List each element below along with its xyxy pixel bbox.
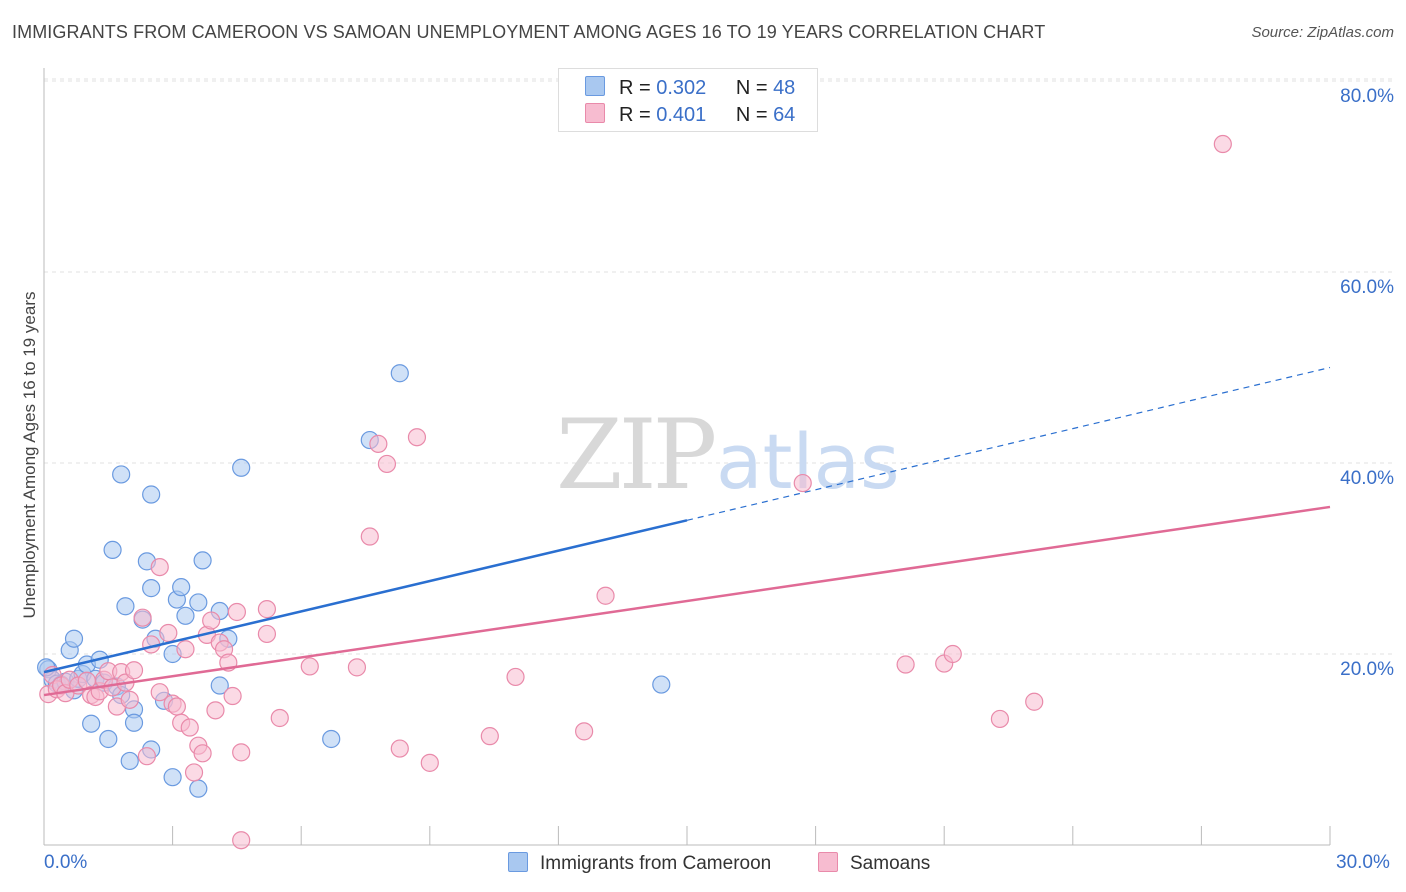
point-samoans <box>159 623 178 643</box>
point-cameroon <box>163 768 182 787</box>
point-cameroon <box>189 779 208 798</box>
point-samoans <box>257 600 277 619</box>
point-samoans <box>150 683 169 702</box>
point-samoans <box>193 744 212 763</box>
point-cameroon <box>652 675 671 694</box>
point-cameroon <box>322 729 341 749</box>
point-cameroon <box>210 676 229 695</box>
legend-n-value: 48 <box>773 77 796 99</box>
point-samoans <box>120 690 139 709</box>
point-samoans <box>227 602 246 622</box>
legend-row-cameroon: R = 0.302 N = 48 <box>585 76 795 100</box>
legend-swatch-cameroon <box>585 76 605 96</box>
point-samoans <box>480 727 499 746</box>
point-cameroon <box>103 540 122 560</box>
y-tick-label: 40.0% <box>1340 468 1394 489</box>
x-tick-label: 0.0% <box>44 852 88 873</box>
point-samoans <box>369 434 388 453</box>
point-cameroon <box>124 713 144 732</box>
bottom-legend-label: Samoans <box>850 853 931 874</box>
point-samoans <box>596 586 615 605</box>
point-samoans <box>896 655 915 674</box>
point-cameroon <box>120 751 139 771</box>
point-samoans <box>133 608 152 627</box>
legend-r-label: R = <box>619 104 651 126</box>
watermark: ZIP atlas <box>556 399 900 511</box>
point-samoans <box>180 718 199 737</box>
watermark-atlas: atlas <box>716 417 900 506</box>
point-cameroon <box>176 606 195 625</box>
legend-row-samoans: R = 0.401 N = 64 <box>585 103 795 127</box>
legend-n-value: 64 <box>773 104 796 126</box>
axes <box>43 68 1331 846</box>
point-samoans <box>1025 692 1044 711</box>
watermark-zip: ZIP <box>556 399 715 511</box>
point-samoans <box>167 697 186 716</box>
trend-line-samoans <box>43 505 1331 697</box>
point-samoans <box>124 661 144 680</box>
trend-lines <box>43 366 1331 697</box>
point-samoans <box>407 428 427 447</box>
point-samoans <box>377 454 397 474</box>
point-samoans <box>360 527 379 546</box>
legend: R = 0.302 N = 48 R = 0.401 N = 64 <box>558 68 818 132</box>
legend-r-label: R = <box>619 77 651 99</box>
y-tick-label: 80.0% <box>1340 86 1394 107</box>
point-cameroon <box>82 714 101 733</box>
point-samoans <box>347 658 367 677</box>
bottom-legend-samoans: Samoans <box>818 852 930 875</box>
point-cameroon <box>64 629 84 648</box>
point-samoans <box>390 739 409 758</box>
point-samoans <box>1213 134 1232 154</box>
point-cameroon <box>390 364 409 383</box>
point-cameroon <box>112 465 131 484</box>
bottom-legend-swatch-cameroon <box>508 852 528 872</box>
point-samoans <box>506 667 525 687</box>
point-samoans <box>137 747 156 766</box>
point-cameroon <box>142 579 161 598</box>
y-tick-label: 20.0% <box>1340 659 1394 680</box>
point-samoans <box>943 644 962 664</box>
point-samoans <box>232 831 251 850</box>
x-tick-label: 30.0% <box>1336 852 1390 873</box>
legend-n-label: N = <box>735 104 768 126</box>
chart-title: IMMIGRANTS FROM CAMEROON VS SAMOAN UNEMP… <box>12 22 1046 42</box>
bottom-legend-swatch-samoans <box>818 852 838 872</box>
legend-r-value: 0.302 <box>656 77 707 99</box>
legend-r-value: 0.401 <box>656 104 707 126</box>
point-samoans <box>575 722 594 741</box>
trend-line-cameroon-projection <box>686 366 1331 521</box>
point-cameroon <box>142 485 161 504</box>
point-samoans <box>150 557 169 577</box>
point-samoans <box>270 708 289 728</box>
y-tick-label: 60.0% <box>1340 277 1394 298</box>
point-cameroon <box>99 729 118 749</box>
trend-line-cameroon <box>43 519 688 674</box>
legend-swatch-samoans <box>585 103 605 123</box>
bottom-legend-label: Immigrants from Cameroon <box>540 853 772 874</box>
legend-n-label: N = <box>735 77 768 99</box>
point-samoans <box>184 763 204 782</box>
source-label: Source: ZipAtlas.com <box>1251 24 1394 41</box>
point-samoans <box>257 624 277 644</box>
point-cameroon <box>172 578 191 597</box>
bottom-legend-cameroon: Immigrants from Cameroon <box>508 852 771 875</box>
point-cameroon <box>232 458 251 477</box>
point-samoans <box>223 686 242 706</box>
point-samoans <box>793 473 812 493</box>
point-cameroon <box>193 551 212 570</box>
data-points <box>37 134 1232 850</box>
point-samoans <box>202 611 221 630</box>
point-samoans <box>176 640 195 659</box>
point-samoans <box>206 701 225 720</box>
point-cameroon <box>189 593 208 612</box>
point-samoans <box>990 709 1010 729</box>
gridlines <box>44 78 1392 655</box>
point-samoans <box>300 657 319 676</box>
point-cameroon <box>116 597 135 616</box>
point-samoans <box>420 753 439 772</box>
point-samoans <box>232 743 251 762</box>
